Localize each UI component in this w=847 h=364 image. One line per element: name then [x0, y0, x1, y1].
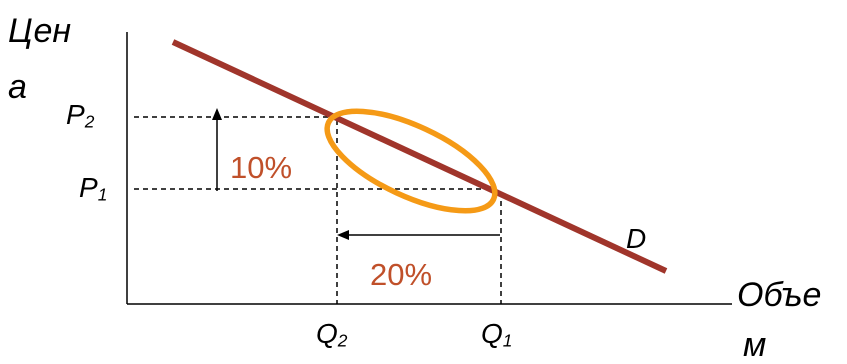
x-axis-label: Объе м [737, 278, 821, 362]
p1-sub: 1 [97, 184, 108, 205]
q2-sub: 2 [337, 330, 348, 351]
y-axis-label: Цен а [8, 14, 71, 104]
q2-base: Q [316, 318, 338, 349]
x-axis-label-line2: м [743, 326, 767, 364]
y-axis-label-line1: Цен [8, 12, 72, 50]
price-tick-p2: P2 [66, 101, 94, 131]
x-axis-label-line1: Объе [737, 276, 822, 314]
p2-sub: 2 [84, 111, 95, 132]
quantity-arrow-head [337, 230, 349, 240]
q1-base: Q [481, 318, 503, 349]
quantity-tick-q2: Q2 [316, 320, 347, 350]
p1-base: P [79, 172, 98, 203]
p2-base: P [66, 99, 85, 130]
price-arrow-head [212, 108, 222, 120]
price-tick-p1: P1 [79, 174, 107, 204]
highlight-ellipse [324, 108, 498, 214]
quantity-change-label: 20% [370, 257, 433, 292]
demand-curve [171, 39, 668, 274]
q1-sub: 1 [502, 330, 513, 351]
demand-curve-label: D [626, 223, 647, 254]
price-change-label: 10% [230, 150, 293, 185]
y-axis-label-line2: а [8, 68, 27, 106]
quantity-tick-q1: Q1 [481, 320, 512, 350]
